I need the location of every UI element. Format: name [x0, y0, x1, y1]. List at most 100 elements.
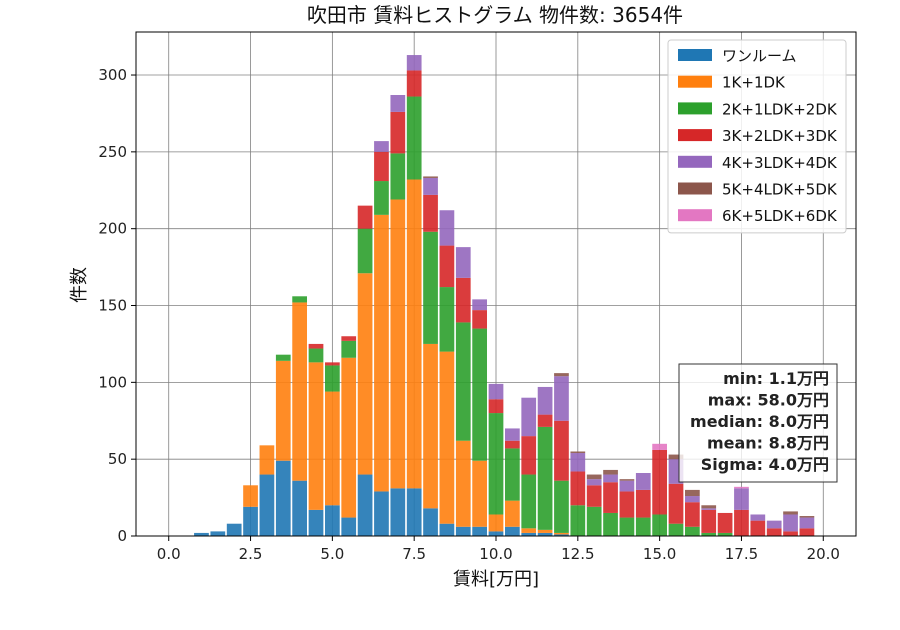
- bar-segment: [488, 531, 504, 536]
- stats-line: max: 58.0万円: [708, 391, 829, 410]
- legend-label: 5K+4LDK+5DK: [722, 181, 838, 199]
- bar-segment: [472, 310, 487, 329]
- bar-segment: [341, 340, 357, 358]
- bar-segment: [652, 449, 667, 515]
- bar-segment: [734, 488, 749, 510]
- y-tick-label: 200: [98, 220, 127, 238]
- legend-swatch: [678, 49, 712, 61]
- bar-segment: [554, 480, 569, 533]
- bar-segment: [488, 413, 504, 515]
- bar-segment: [701, 532, 717, 536]
- y-tick-label: 250: [98, 143, 127, 161]
- bar-segment: [194, 532, 209, 536]
- bar-segment: [243, 485, 258, 507]
- x-tick-label: 10.0: [479, 545, 512, 563]
- bar-segment: [243, 506, 258, 536]
- bar-segment: [537, 426, 553, 530]
- bar-segment: [685, 502, 700, 527]
- bar-segment: [619, 480, 635, 492]
- bar-segment: [292, 480, 307, 536]
- bar-segment: [505, 526, 520, 536]
- legend-swatch: [678, 182, 712, 195]
- bar-segment: [472, 460, 487, 527]
- bar-segment: [374, 214, 389, 492]
- bar-segment: [275, 354, 291, 361]
- bar-segment: [685, 496, 700, 503]
- legend-box: [667, 39, 847, 234]
- bar-segment: [570, 453, 586, 472]
- y-tick-label: 100: [98, 373, 127, 391]
- legend-label: ワンルーム: [722, 47, 797, 65]
- x-tick-label: 20.0: [807, 545, 840, 563]
- bar-segment: [652, 443, 667, 450]
- y-tick-label: 50: [108, 450, 127, 468]
- bar-segment: [423, 177, 438, 195]
- bar-segment: [455, 247, 471, 278]
- x-tick-label: 2.5: [239, 545, 263, 563]
- bar-segment: [783, 511, 798, 515]
- bar-segment: [783, 514, 798, 532]
- bar-segment: [308, 343, 324, 349]
- bar-segment: [635, 473, 651, 490]
- bar-segment: [259, 474, 275, 536]
- bar-segment: [406, 55, 422, 71]
- x-axis-ticks: 0.0 2.5 5.0 7.5 10.0 12.5 15.0 17.5 20.0: [157, 536, 840, 563]
- bar-segment: [390, 199, 406, 489]
- bar-segment: [619, 491, 635, 518]
- stats-box-frame: [678, 363, 838, 483]
- bar-segment: [423, 343, 438, 509]
- stats-line: median: 8.0万円: [690, 412, 829, 431]
- bar-segment: [603, 512, 618, 536]
- bar-segment: [275, 460, 291, 536]
- bar-segment: [570, 451, 586, 454]
- bar-segment: [390, 95, 406, 112]
- bar-segment: [472, 299, 487, 311]
- bar-segment: [717, 512, 733, 533]
- bar-segment: [390, 153, 406, 200]
- y-axis-label: 件数: [69, 267, 90, 303]
- bar-segment: [750, 514, 766, 521]
- stats-line: Sigma: 4.0万円: [701, 455, 829, 474]
- legend-label: 1K+1DK: [722, 74, 786, 92]
- legend-label: 6K+5LDK+6DK: [722, 207, 838, 225]
- x-tick-label: 15.0: [643, 545, 676, 563]
- bar-segment: [325, 365, 340, 392]
- legend-swatch: [678, 209, 712, 222]
- bar-segment: [668, 454, 684, 460]
- legend: ワンルーム 1K+1DK 2K+1LDK+2DK 3K+2LDK+3DK 4K+3LDK…: [667, 39, 847, 234]
- bar-segment: [455, 440, 471, 527]
- bar-segment: [554, 373, 569, 377]
- bar-segment: [325, 391, 340, 506]
- y-axis-ticks: 0 50 100 150 200 250 300: [98, 66, 136, 545]
- bar-segment: [750, 520, 766, 536]
- bar-segment: [603, 469, 618, 475]
- bar-segment: [521, 397, 537, 437]
- bar-segment: [766, 520, 782, 529]
- bar-segment: [619, 517, 635, 536]
- bar-segment: [423, 176, 438, 178]
- stats-line: min: 1.1万円: [723, 369, 829, 388]
- bar-segment: [292, 302, 307, 481]
- legend-label: 4K+3LDK+4DK: [722, 154, 838, 172]
- bar-segment: [537, 386, 553, 415]
- bar-segment: [766, 528, 782, 536]
- bar-segment: [374, 141, 389, 152]
- bar-segment: [505, 428, 520, 441]
- bar-segment: [472, 526, 487, 536]
- bar-segment: [292, 296, 307, 303]
- bar-segment: [439, 210, 455, 246]
- x-tick-label: 0.0: [157, 545, 181, 563]
- bar-segment: [652, 514, 667, 536]
- x-tick-label: 17.5: [725, 545, 758, 563]
- bar-segment: [210, 531, 226, 536]
- bar-segment: [701, 508, 717, 510]
- bar-segment: [685, 489, 700, 497]
- x-axis-label: 賃料[万円]: [453, 569, 539, 590]
- bar-segment: [357, 205, 373, 229]
- bar-segment: [505, 440, 520, 449]
- bar-segment: [439, 523, 455, 536]
- bar-segment: [341, 357, 357, 518]
- bar-segment: [357, 474, 373, 536]
- bar-segment: [488, 399, 504, 414]
